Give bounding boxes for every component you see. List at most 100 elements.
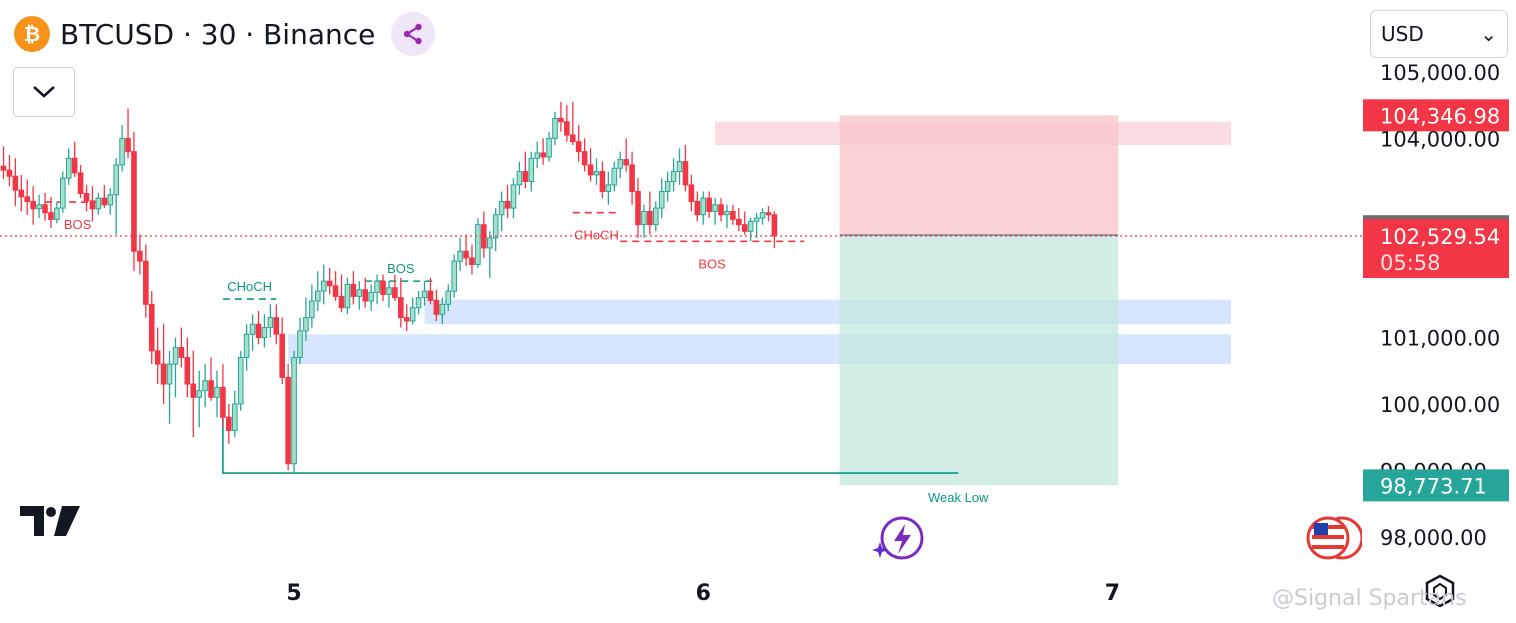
candle-body (445, 290, 452, 305)
candle-body (237, 356, 244, 405)
candle-body (137, 250, 143, 262)
price-badge-label-3: 102,529.54 (1380, 225, 1500, 249)
currency-value: USD (1381, 22, 1424, 46)
candle-body (214, 386, 220, 398)
candle-body (178, 347, 185, 358)
candle-body (386, 287, 392, 295)
candle-body (457, 250, 463, 262)
stop-loss-zone[interactable] (839, 115, 1119, 236)
candle-body (694, 200, 701, 216)
candle-body (492, 214, 499, 239)
y-axis-tick-label: 100,000.00 (1380, 393, 1500, 417)
candle-body (344, 283, 351, 309)
candle-body (0, 165, 7, 171)
candle-body (101, 197, 108, 206)
candle-body (350, 283, 357, 297)
candle-body (30, 200, 36, 210)
candle-body (71, 157, 78, 174)
symbol-title[interactable]: BTCUSD · 30 · Binance (60, 17, 376, 51)
candle-body (463, 250, 469, 259)
candle-body (451, 260, 457, 292)
candle-body (522, 171, 529, 183)
take-profit-zone[interactable] (839, 235, 1119, 486)
candle-body (688, 184, 695, 202)
candle-body (60, 177, 66, 209)
candle-body (184, 356, 191, 385)
currency-select[interactable]: USD ⌄ (1370, 10, 1508, 58)
candle-body (629, 164, 635, 192)
candle-body (516, 171, 523, 186)
x-axis-tick-label: 5 (286, 581, 301, 606)
collapse-button[interactable] (13, 67, 75, 117)
candle-body (249, 323, 256, 335)
candle-body (771, 214, 778, 237)
candle-body (747, 220, 754, 232)
candle-body (107, 194, 114, 206)
candle-body (297, 330, 303, 358)
candle-body (617, 159, 624, 169)
candle-body (635, 190, 641, 226)
candle-body (320, 280, 327, 292)
candle-body (190, 383, 197, 398)
us-flag-icon (1306, 515, 1364, 566)
lightning-icon[interactable] (872, 516, 926, 569)
candle-body (653, 207, 659, 226)
candle-body (172, 347, 179, 365)
x-axis-tick-label: 6 (696, 581, 711, 606)
candle-body (682, 161, 689, 186)
candle-body (647, 210, 653, 226)
candle-body (12, 175, 19, 191)
candle-body (83, 192, 90, 202)
candle-body (338, 295, 345, 309)
candle-body (700, 197, 707, 216)
candle-body (433, 299, 440, 315)
candle-body (380, 280, 386, 295)
candle-body (415, 297, 422, 309)
candle-body (605, 184, 612, 192)
candle-body (77, 172, 84, 194)
candle-body (196, 390, 202, 398)
symbol-header: ₿ BTCUSD · 30 · Binance (14, 12, 436, 56)
candle-body (611, 167, 618, 186)
candle-body (314, 290, 321, 302)
bar-countdown: 05:58 (1380, 251, 1441, 275)
candle-body (421, 290, 428, 299)
candle-body (148, 303, 155, 352)
candle-body (741, 224, 748, 232)
candle-body (113, 164, 119, 196)
y-axis-tick-label: 98,000.00 (1380, 526, 1487, 550)
candle-body (540, 152, 546, 158)
candle-body (279, 333, 286, 378)
candle-body (403, 317, 410, 322)
chevron-down-icon: ⌄ (1480, 22, 1497, 46)
candle-body (765, 212, 772, 216)
candle-body (24, 196, 31, 202)
candle-body (427, 290, 434, 301)
candle-body (641, 210, 647, 226)
chevron-down-icon (33, 86, 55, 98)
candle-body (54, 207, 60, 220)
candle-body (392, 287, 398, 299)
candle-body (332, 285, 339, 297)
price-badge-0 (1363, 99, 1509, 132)
share-nodes-icon[interactable] (391, 12, 436, 56)
candle-body (564, 121, 570, 136)
candle-body (89, 200, 96, 210)
candle-body (670, 171, 677, 183)
candle-body (208, 380, 214, 398)
candle-body (558, 117, 564, 123)
candle-body (65, 157, 72, 179)
candle-body (623, 159, 629, 166)
candle-body (273, 317, 280, 335)
candle-body (356, 289, 363, 297)
candle-body (160, 363, 167, 385)
candle-body (291, 356, 297, 465)
candle-body (131, 151, 137, 252)
structure-label-1: CHoCH (227, 279, 272, 294)
candle-body (409, 307, 416, 322)
weak-low-label: Weak Low (928, 490, 989, 505)
candle-body (575, 141, 582, 153)
candle-body (504, 200, 511, 209)
candle-body (587, 164, 594, 176)
